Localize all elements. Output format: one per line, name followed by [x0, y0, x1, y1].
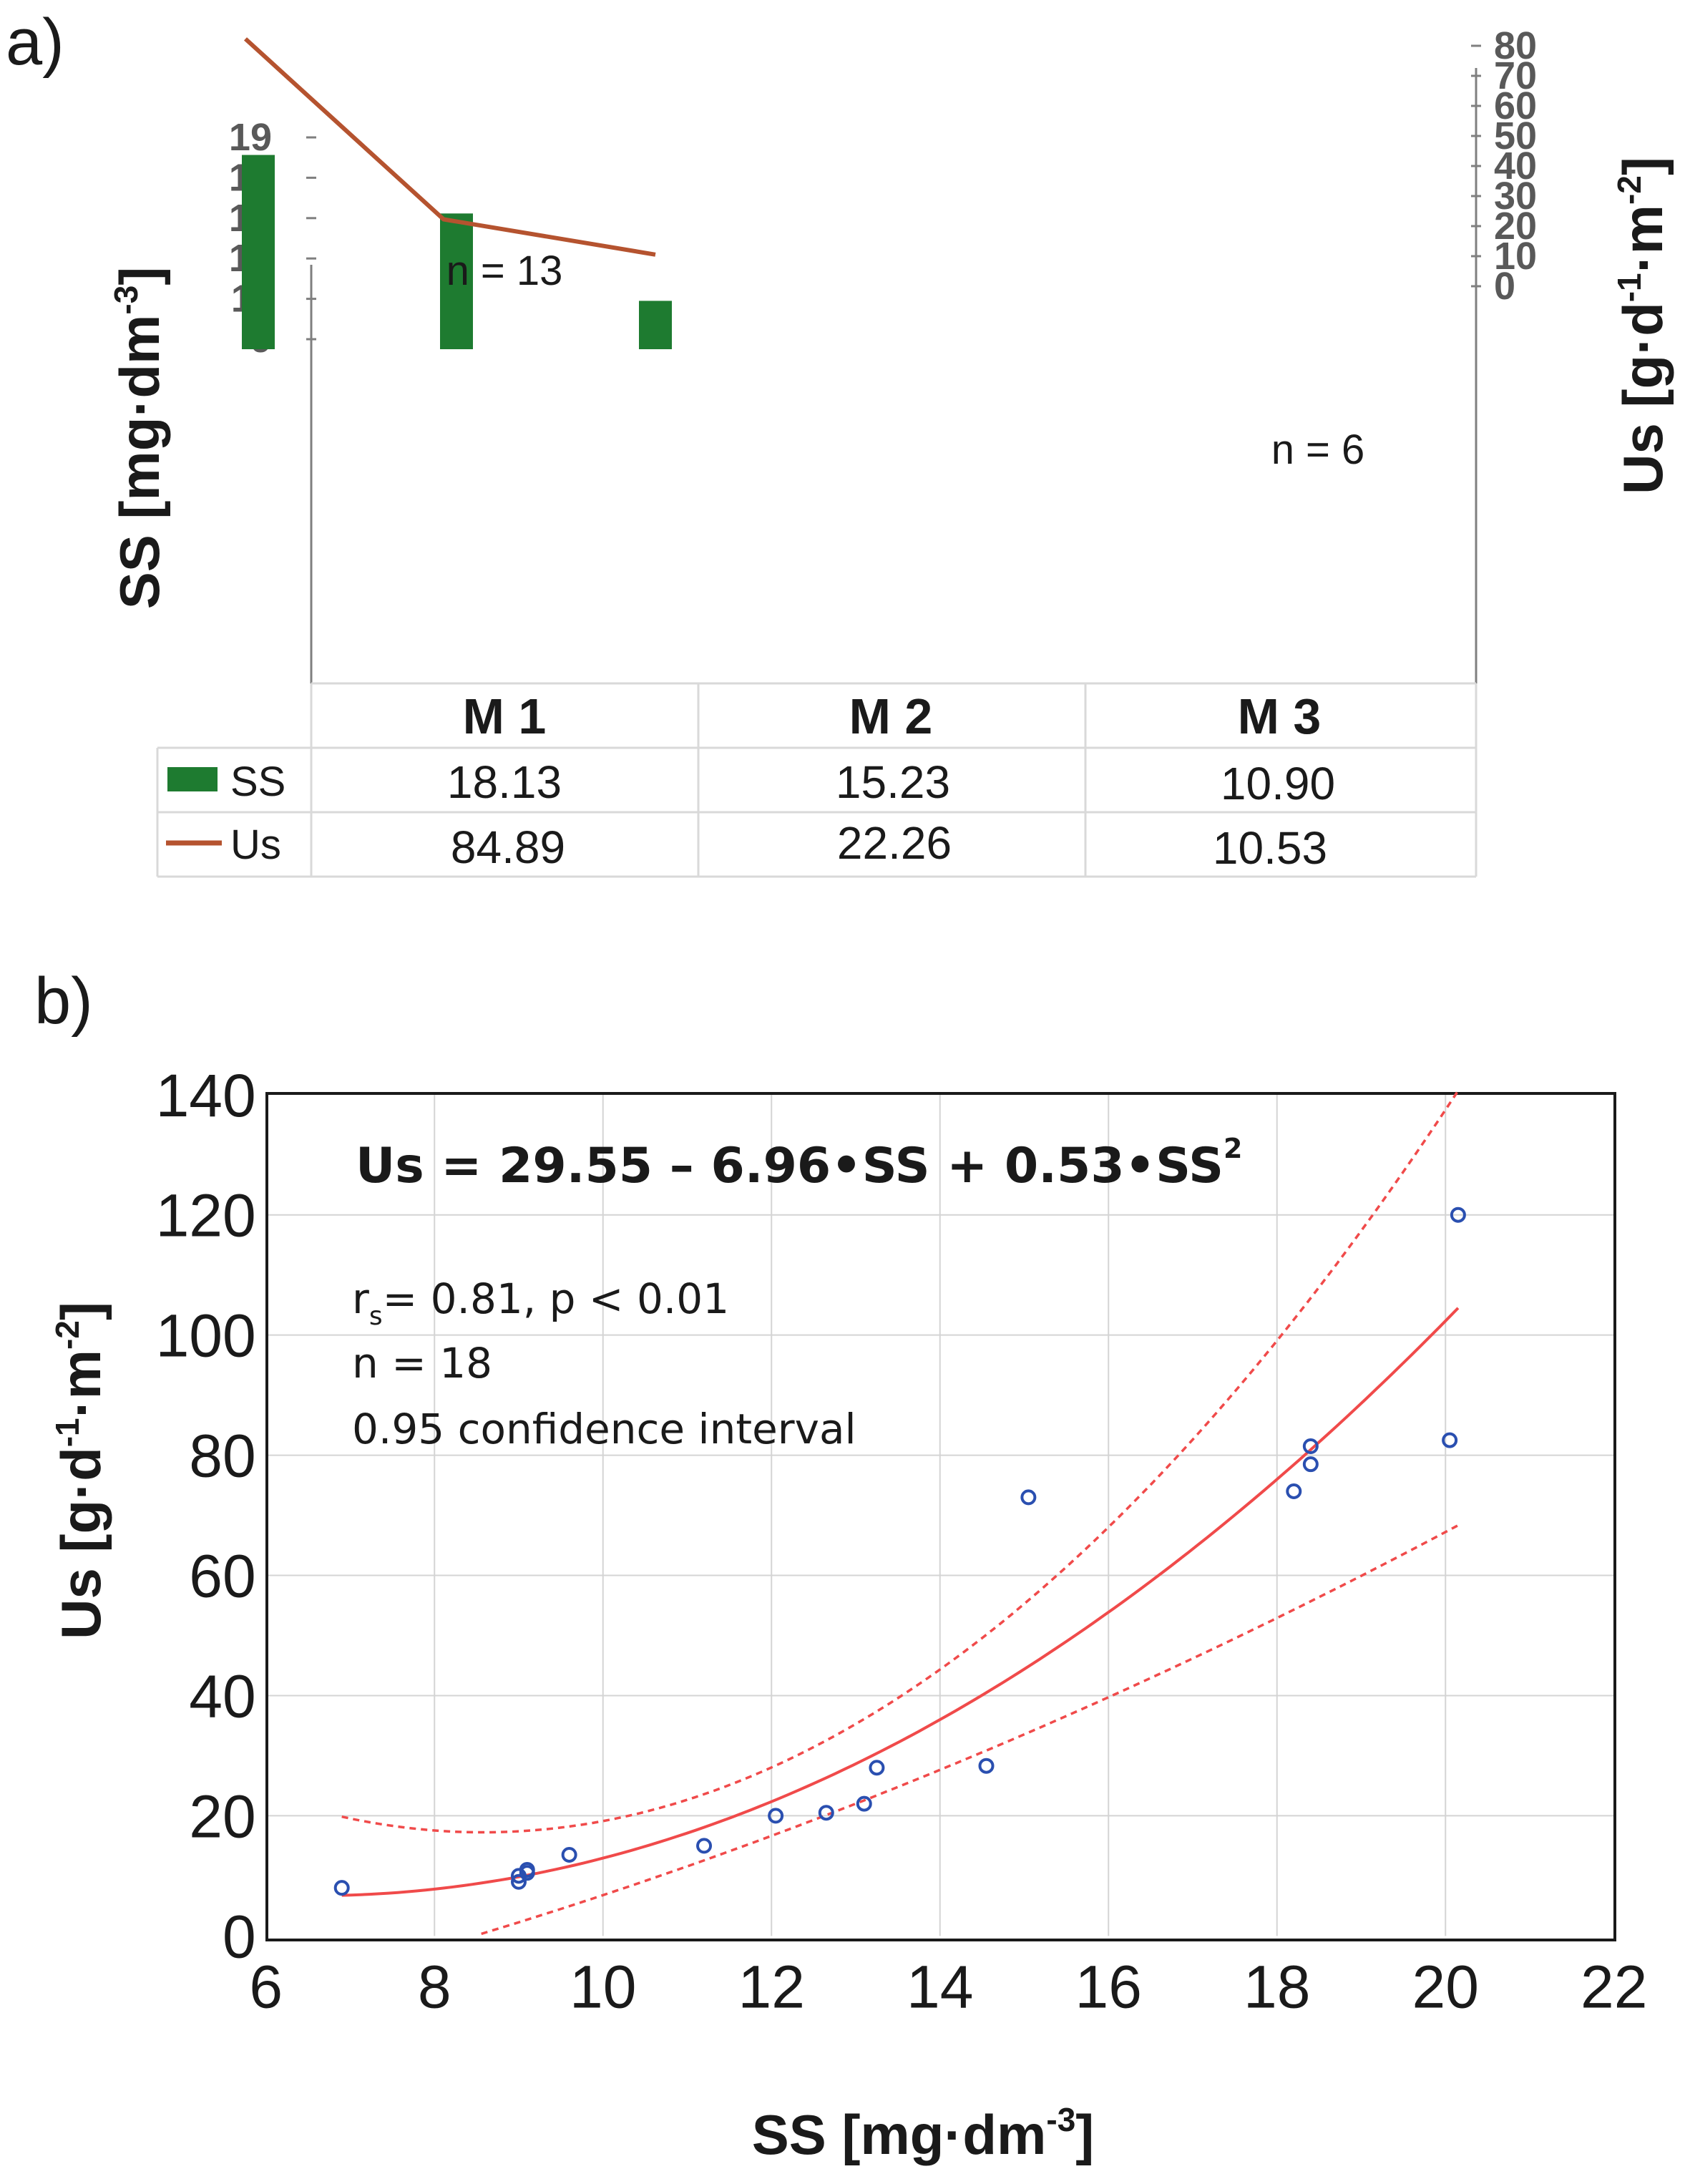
legend-us-label: Us [230, 822, 281, 868]
x-tick-label: 8 [418, 1953, 451, 2020]
table-us-m1: 84.89 [451, 822, 565, 873]
y-tick-label: 120 [156, 1182, 256, 1249]
table-ss-m3: 10.90 [1221, 758, 1335, 809]
data-table [156, 682, 1478, 878]
y-tick-label: 140 [156, 1062, 256, 1129]
x-ticks: 6 8 10 12 14 16 18 20 22 [249, 1953, 1647, 2020]
data-point [510, 1873, 527, 1890]
data-point [696, 1838, 713, 1854]
right-y-tick-label: 0 [1494, 265, 1515, 308]
right-y-tick-label: 80 [1494, 24, 1537, 67]
stat-ci: 0.95 confidence interval [352, 1405, 856, 1453]
ss-bar-m2 [440, 213, 473, 349]
x-tick-label: 20 [1412, 1953, 1479, 2020]
ss-bars [242, 155, 672, 349]
y-tick-label: 80 [189, 1423, 255, 1490]
table-us-m3: 10.53 [1213, 822, 1327, 874]
us-series-line [243, 37, 656, 257]
right-y-tick-label: 40 [1494, 145, 1537, 187]
regression-equation: Us = 29.55 – 6.96•SS + 0.53•SS2 [356, 1133, 1243, 1194]
data-point [978, 1758, 995, 1774]
data-point [869, 1760, 885, 1776]
data-point [333, 1880, 350, 1896]
data-point [1286, 1483, 1302, 1499]
data-point [1302, 1456, 1319, 1473]
us-line [243, 37, 656, 257]
x-tick-label: 12 [738, 1953, 805, 2020]
y-tick-label: 100 [156, 1302, 256, 1370]
panel-b-chart: 6 8 10 12 14 16 18 20 22 0 20 40 60 80 100 120 140 Us =… [49, 1062, 1647, 2166]
x-tick-label: 22 [1581, 1953, 1647, 2020]
data-point [561, 1846, 577, 1863]
y-tick-label: 40 [189, 1662, 255, 1730]
x-tick-label: 6 [249, 1953, 283, 2020]
y-tick-label: 20 [189, 1783, 255, 1850]
data-point [818, 1805, 834, 1821]
y-ticks: 0 20 40 60 80 100 120 140 [156, 1062, 256, 1971]
legend-ss-label: SS [230, 759, 285, 805]
ss-bar-m3 [639, 301, 672, 349]
scatter-points [333, 1206, 1466, 1896]
data-point [1020, 1489, 1037, 1506]
stat-correlation: rs= 0.81, p < 0.01 [352, 1274, 729, 1331]
right-y-tick-label: 30 [1494, 175, 1537, 218]
grid [265, 1094, 1614, 1936]
right-y-tick-label: 70 [1494, 54, 1537, 97]
x-tick-label: 14 [907, 1953, 973, 2020]
y-tick-label: 60 [189, 1543, 255, 1610]
left-y-axis-title: SS [mg·dm-3] [107, 267, 171, 610]
right-y-tick-label: 60 [1494, 84, 1537, 127]
x-axis-title: SS [mg·dm-3] [752, 2101, 1095, 2166]
right-y-axis-title: Us [g·d-1·m-2] [1611, 157, 1674, 494]
y-tick-label: 0 [223, 1903, 256, 1970]
data-point [856, 1795, 872, 1812]
ci-lower-line [481, 1524, 1459, 1936]
data-point [1442, 1432, 1458, 1448]
table-us-m2: 22.26 [837, 817, 952, 869]
ci-upper-line [341, 1090, 1460, 1834]
right-y-tick-label: 10 [1494, 235, 1537, 278]
data-point [1302, 1438, 1319, 1454]
table-ss-m1: 18.13 [447, 756, 562, 808]
x-tick-label: 10 [570, 1953, 636, 2020]
category-label-m1: M 1 [463, 688, 547, 744]
fit-curves [341, 1090, 1460, 1936]
panel-a-label: a) [6, 6, 64, 79]
right-y-tick-label: 20 [1494, 205, 1537, 248]
x-tick-label: 16 [1075, 1953, 1142, 2020]
data-point [1450, 1206, 1466, 1223]
category-label-m3: M 3 [1238, 688, 1322, 744]
data-point [519, 1861, 535, 1878]
ss-bar-m1 [242, 155, 275, 349]
annotation-n6: n = 6 [1271, 426, 1365, 473]
table-ss-m2: 15.23 [836, 756, 950, 808]
stat-n: n = 18 [352, 1339, 492, 1388]
data-point [768, 1808, 784, 1824]
plot-frame [265, 1092, 1616, 1941]
annotation-n13: n = 13 [446, 248, 563, 294]
category-label-m2: M 2 [849, 688, 933, 744]
left-y-tick-label: 19 [229, 116, 272, 159]
x-tick-label: 18 [1244, 1953, 1310, 2020]
right-y-tick-label: 50 [1494, 114, 1537, 157]
legend-ss-swatch [167, 767, 218, 791]
fit-line [341, 1307, 1460, 1897]
panel-b-label: b) [34, 965, 93, 1038]
y-axis-title: Us [g·d-1·m-2] [49, 1302, 112, 1639]
